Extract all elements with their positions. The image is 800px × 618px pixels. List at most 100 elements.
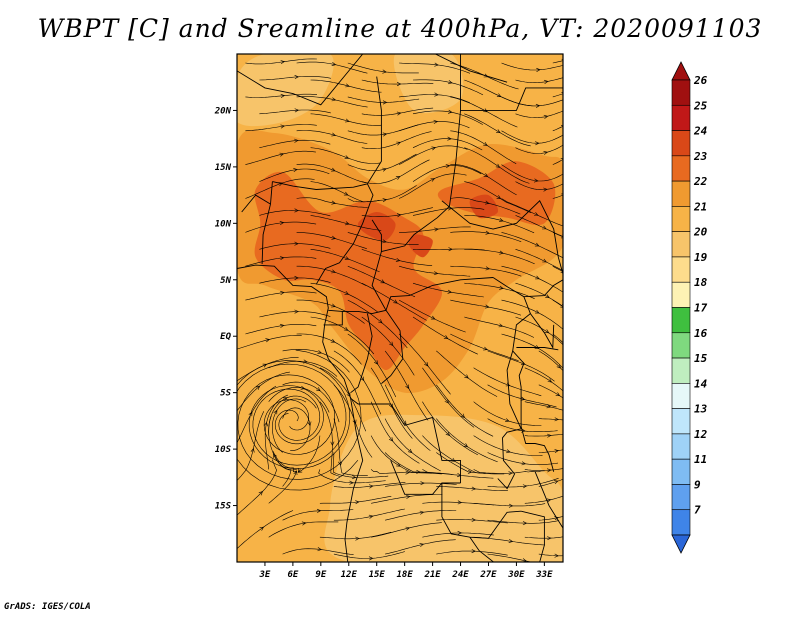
streamline-arrow xyxy=(546,404,552,409)
streamline-arrow xyxy=(483,173,489,178)
streamline-arrow xyxy=(430,315,436,320)
legend-swatch xyxy=(671,509,691,536)
streamline-arrow xyxy=(431,146,437,151)
streamline xyxy=(412,282,484,298)
lon-label: 18E xyxy=(397,570,414,580)
streamline xyxy=(501,232,563,259)
legend-label: 11 xyxy=(694,453,707,466)
streamline-arrow xyxy=(279,152,285,157)
streamline xyxy=(552,232,563,238)
streamline-arrow xyxy=(389,403,393,409)
streamline xyxy=(319,496,392,504)
streamline-arrow xyxy=(389,341,394,347)
streamline xyxy=(282,348,350,373)
streamline xyxy=(271,398,307,453)
streamline-arrow xyxy=(508,539,514,543)
streamline xyxy=(347,153,417,172)
streamline-arrow xyxy=(378,319,383,324)
streamline xyxy=(399,94,471,104)
vortex-streamline xyxy=(237,360,351,470)
streamline-arrow xyxy=(382,198,388,203)
longitude-axis: 3E 6E 9E 12E 15E 18E 21E 24E 27E 30E 33E xyxy=(259,562,553,580)
lat-label: 10S xyxy=(215,445,232,455)
legend-label: 9 xyxy=(694,478,701,491)
streamline xyxy=(333,452,389,478)
streamline xyxy=(399,121,470,132)
streamline-arrow xyxy=(316,387,321,392)
streamline-arrow xyxy=(279,221,285,225)
streamline-arrow xyxy=(331,269,336,274)
streamline-arrow xyxy=(278,182,284,187)
lon-label: 24E xyxy=(451,570,469,580)
streamline xyxy=(487,384,557,408)
streamline-arrow xyxy=(553,480,559,485)
streamline-arrow xyxy=(547,536,552,541)
streamline xyxy=(412,207,485,216)
streamline-arrow xyxy=(280,60,286,65)
streamline xyxy=(450,299,521,316)
streamline-arrow xyxy=(294,275,299,280)
streamline-arrow xyxy=(419,510,425,515)
streamline-arrow xyxy=(496,93,502,97)
country-border xyxy=(350,313,373,394)
streamline-arrow xyxy=(496,129,501,134)
streamline-arrow xyxy=(448,247,453,252)
streamline xyxy=(515,249,563,272)
legend-swatch xyxy=(671,155,691,182)
streamline xyxy=(436,452,505,475)
legend-swatch xyxy=(671,130,691,157)
streamline xyxy=(538,350,563,372)
wbpt-shade-region xyxy=(254,171,443,371)
streamline xyxy=(237,411,265,481)
streamline xyxy=(259,210,331,217)
streamline-arrow xyxy=(301,521,307,526)
streamline-arrow xyxy=(568,318,572,322)
streamline-arrow xyxy=(546,498,552,503)
country-border xyxy=(350,397,461,483)
streamline xyxy=(436,550,508,556)
streamline xyxy=(245,221,317,233)
streamline-arrow xyxy=(405,470,410,475)
streamline-arrow xyxy=(331,97,337,102)
wbpt-shade-region xyxy=(437,161,556,226)
streamline-arrow xyxy=(420,481,425,486)
streamline-arrow xyxy=(355,536,360,541)
country-border xyxy=(315,183,374,285)
streamline xyxy=(259,243,331,250)
streamline xyxy=(361,282,427,321)
streamline xyxy=(398,333,451,395)
streamline-arrow xyxy=(248,411,253,417)
streamline xyxy=(436,519,508,524)
streamline-arrow xyxy=(467,469,473,474)
streamline xyxy=(473,469,545,474)
streamline-arrow xyxy=(368,514,374,519)
streamline-arrow xyxy=(471,549,477,554)
streamline-arrow xyxy=(554,553,559,558)
legend-label: 21 xyxy=(693,200,707,213)
streamline xyxy=(412,138,483,151)
streamline xyxy=(310,215,382,231)
streamline xyxy=(473,536,546,546)
streamline-arrow xyxy=(560,234,563,239)
streamline-arrow xyxy=(424,362,429,367)
streamline-arrow xyxy=(368,556,374,561)
streamline-arrow xyxy=(330,338,336,343)
streamline-arrow xyxy=(447,136,452,141)
streamline xyxy=(361,79,434,85)
streamline-arrow xyxy=(382,239,387,244)
streamline xyxy=(296,61,368,74)
legend-label: 19 xyxy=(694,251,708,264)
streamline-arrow xyxy=(351,475,357,480)
streamline-arrow xyxy=(419,543,425,548)
streamline xyxy=(398,145,468,165)
streamline-arrow xyxy=(317,547,322,552)
streamline xyxy=(245,124,317,132)
streamline-arrow xyxy=(534,242,540,247)
streamline-arrow xyxy=(355,500,360,505)
streamline xyxy=(515,77,563,84)
streamline xyxy=(436,384,494,437)
streamline-arrow xyxy=(294,75,300,80)
streamline xyxy=(552,125,563,132)
streamline-arrow xyxy=(360,376,365,382)
